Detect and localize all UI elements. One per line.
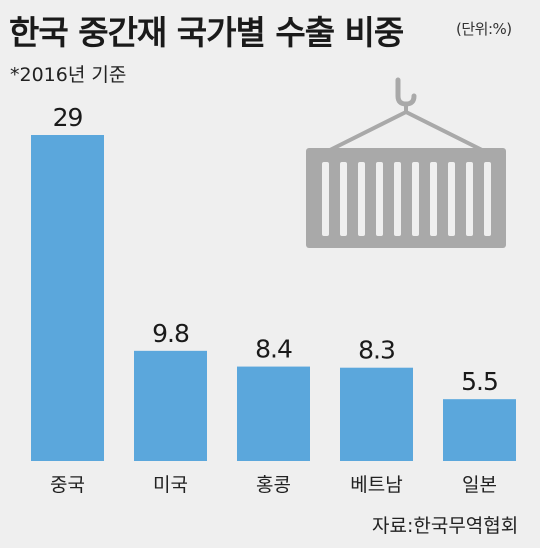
source-note: 자료:한국무역협회: [372, 515, 519, 537]
base-year-note: *2016년 기준: [10, 64, 127, 86]
category-label-2: 미국: [153, 474, 188, 496]
bar-4: [340, 367, 413, 461]
bar-3: [237, 366, 310, 461]
category-label-1: 중국: [50, 474, 85, 496]
value-label-4: 8.3: [358, 336, 395, 365]
chart-title: 한국 중간재 국가별 수출 비중: [9, 13, 404, 52]
value-labels-group: 29 9.8 8.4 8.3 5.5: [53, 103, 499, 396]
value-label-5: 5.5: [461, 367, 498, 396]
category-label-5: 일본: [462, 474, 497, 496]
category-labels-group: 중국 미국 홍콩 베트남 일본: [50, 474, 497, 496]
unit-label: (단위:%): [456, 20, 512, 38]
category-label-4: 베트남: [350, 474, 402, 496]
bar-5: [443, 399, 516, 461]
value-label-3: 8.4: [255, 335, 292, 364]
value-label-1: 29: [53, 103, 83, 132]
bar-2: [134, 350, 207, 461]
bars-group: [31, 135, 516, 461]
category-label-3: 홍콩: [256, 474, 291, 496]
bar-1: [31, 135, 104, 461]
value-label-2: 9.8: [152, 319, 189, 348]
cargo-container-crane-icon: [306, 77, 506, 248]
